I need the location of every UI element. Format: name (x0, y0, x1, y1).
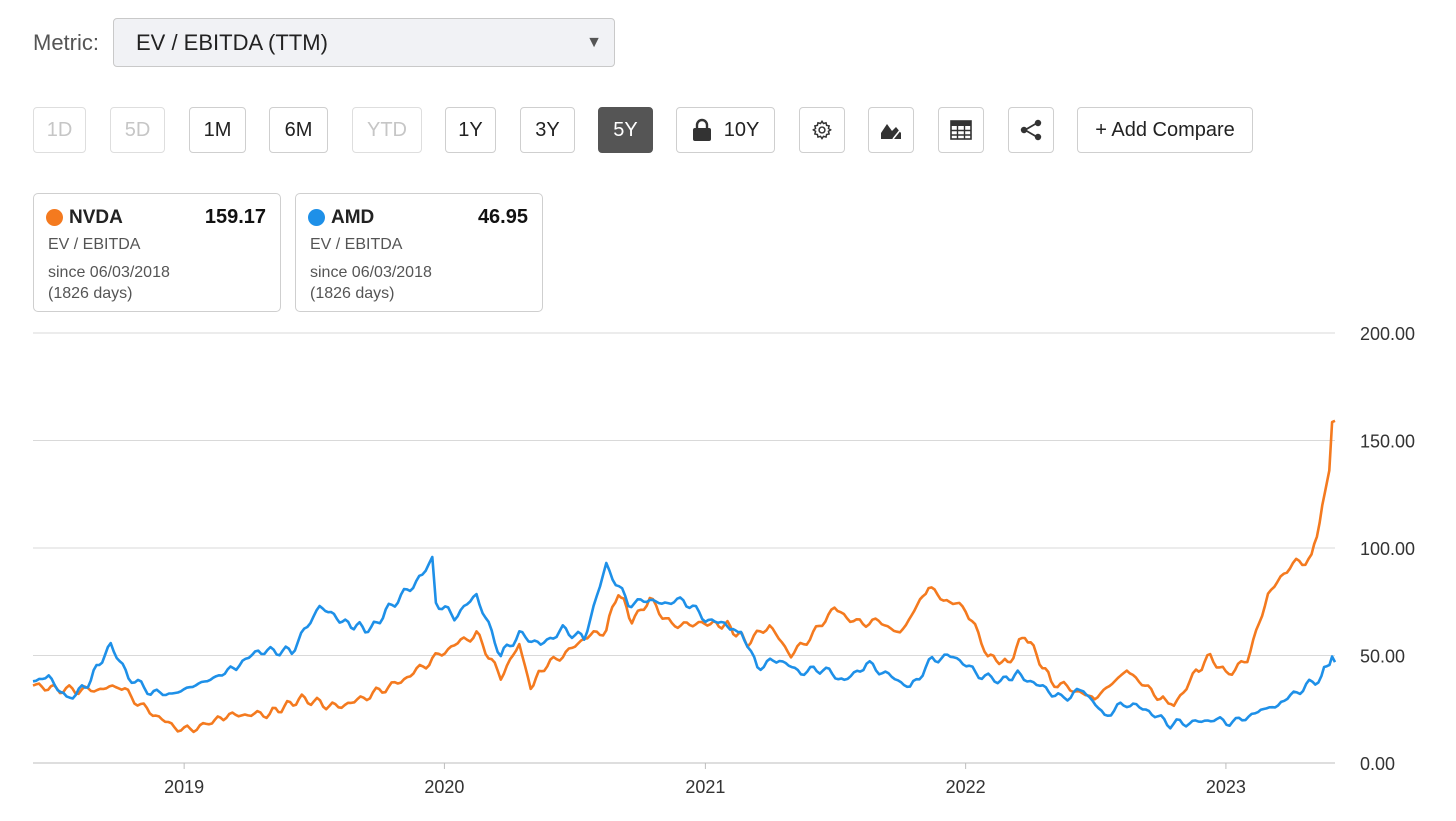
range-10y-label: 10Y (723, 118, 760, 141)
range-10y-button[interactable]: 10Y (676, 107, 775, 153)
range-5d-button[interactable]: 5D (110, 107, 165, 153)
legend-ticker-nvda: NVDA (69, 206, 123, 228)
range-6m-button[interactable]: 6M (269, 107, 328, 153)
range-toolbar: 1D 5D 1M 6M YTD 1Y 3Y 5Y 10Y (0, 107, 1456, 153)
range-ytd-label: YTD (367, 118, 407, 141)
x-tick-label: 2023 (1206, 777, 1246, 797)
range-1d-label: 1D (46, 118, 73, 141)
settings-button[interactable] (799, 107, 845, 153)
legend-since-amd: since 06/03/2018 (310, 264, 432, 281)
range-1y-button[interactable]: 1Y (445, 107, 496, 153)
y-tick-label: 150.00 (1360, 432, 1415, 452)
series-line-amd (32, 555, 1337, 730)
share-icon (1019, 119, 1043, 141)
series-dot-nvda (46, 209, 63, 226)
table-icon (950, 120, 972, 140)
chevron-down-icon: ▼ (586, 33, 602, 51)
metric-select[interactable]: EV / EBITDA (TTM) ▼ (113, 18, 615, 67)
legend-value-nvda: 159.17 (204, 206, 266, 228)
gear-icon (811, 119, 833, 141)
y-tick-label: 100.00 (1360, 539, 1415, 559)
range-1m-label: 1M (203, 118, 232, 141)
range-1d-button[interactable]: 1D (33, 107, 86, 153)
add-compare-button[interactable]: + Add Compare (1077, 107, 1253, 153)
legend-metric-nvda: EV / EBITDA (48, 236, 141, 253)
y-tick-label: 0.00 (1360, 754, 1395, 774)
range-6m-label: 6M (284, 118, 313, 141)
range-3y-label: 3Y (535, 118, 560, 141)
legend-since-nvda: since 06/03/2018 (48, 264, 170, 281)
legend-ticker-amd: AMD (331, 206, 375, 228)
range-1m-button[interactable]: 1M (189, 107, 246, 153)
range-5d-label: 5D (124, 118, 151, 141)
legend-value-amd: 46.95 (477, 206, 528, 228)
series-line-nvda (32, 419, 1336, 734)
range-3y-button[interactable]: 3Y (520, 107, 575, 153)
legend-card-nvda[interactable]: NVDA 159.17 EV / EBITDA since 06/03/2018… (33, 193, 281, 312)
range-ytd-button[interactable]: YTD (352, 107, 422, 153)
metric-row: Metric: EV / EBITDA (TTM) ▼ (33, 18, 615, 67)
range-5y-button[interactable]: 5Y (598, 107, 653, 153)
lock-icon (692, 118, 712, 142)
chart-type-button[interactable] (868, 107, 914, 153)
line-chart[interactable]: 0.00 50.00 100.00 150.00 200.00 2019 2020 2021 2… (0, 320, 1456, 800)
chart-type-icon (879, 119, 903, 141)
x-tick-label: 2021 (685, 777, 725, 797)
x-tick-label: 2020 (424, 777, 464, 797)
series-dot-amd (308, 209, 325, 226)
y-tick-label: 200.00 (1360, 324, 1415, 344)
table-view-button[interactable] (938, 107, 984, 153)
legend-metric-amd: EV / EBITDA (310, 236, 403, 253)
range-5y-label: 5Y (613, 118, 638, 141)
x-tick-label: 2019 (164, 777, 204, 797)
share-button[interactable] (1008, 107, 1054, 153)
metric-label: Metric: (33, 29, 99, 55)
metric-select-value: EV / EBITDA (TTM) (136, 29, 328, 55)
legend-card-amd[interactable]: AMD 46.95 EV / EBITDA since 06/03/2018 (… (295, 193, 543, 312)
legend-days-nvda: (1826 days) (48, 285, 133, 302)
y-tick-label: 50.00 (1360, 647, 1405, 667)
add-compare-label: + Add Compare (1095, 118, 1235, 141)
range-1y-label: 1Y (458, 118, 483, 141)
legend-days-amd: (1826 days) (310, 285, 395, 302)
x-tick-label: 2022 (946, 777, 986, 797)
